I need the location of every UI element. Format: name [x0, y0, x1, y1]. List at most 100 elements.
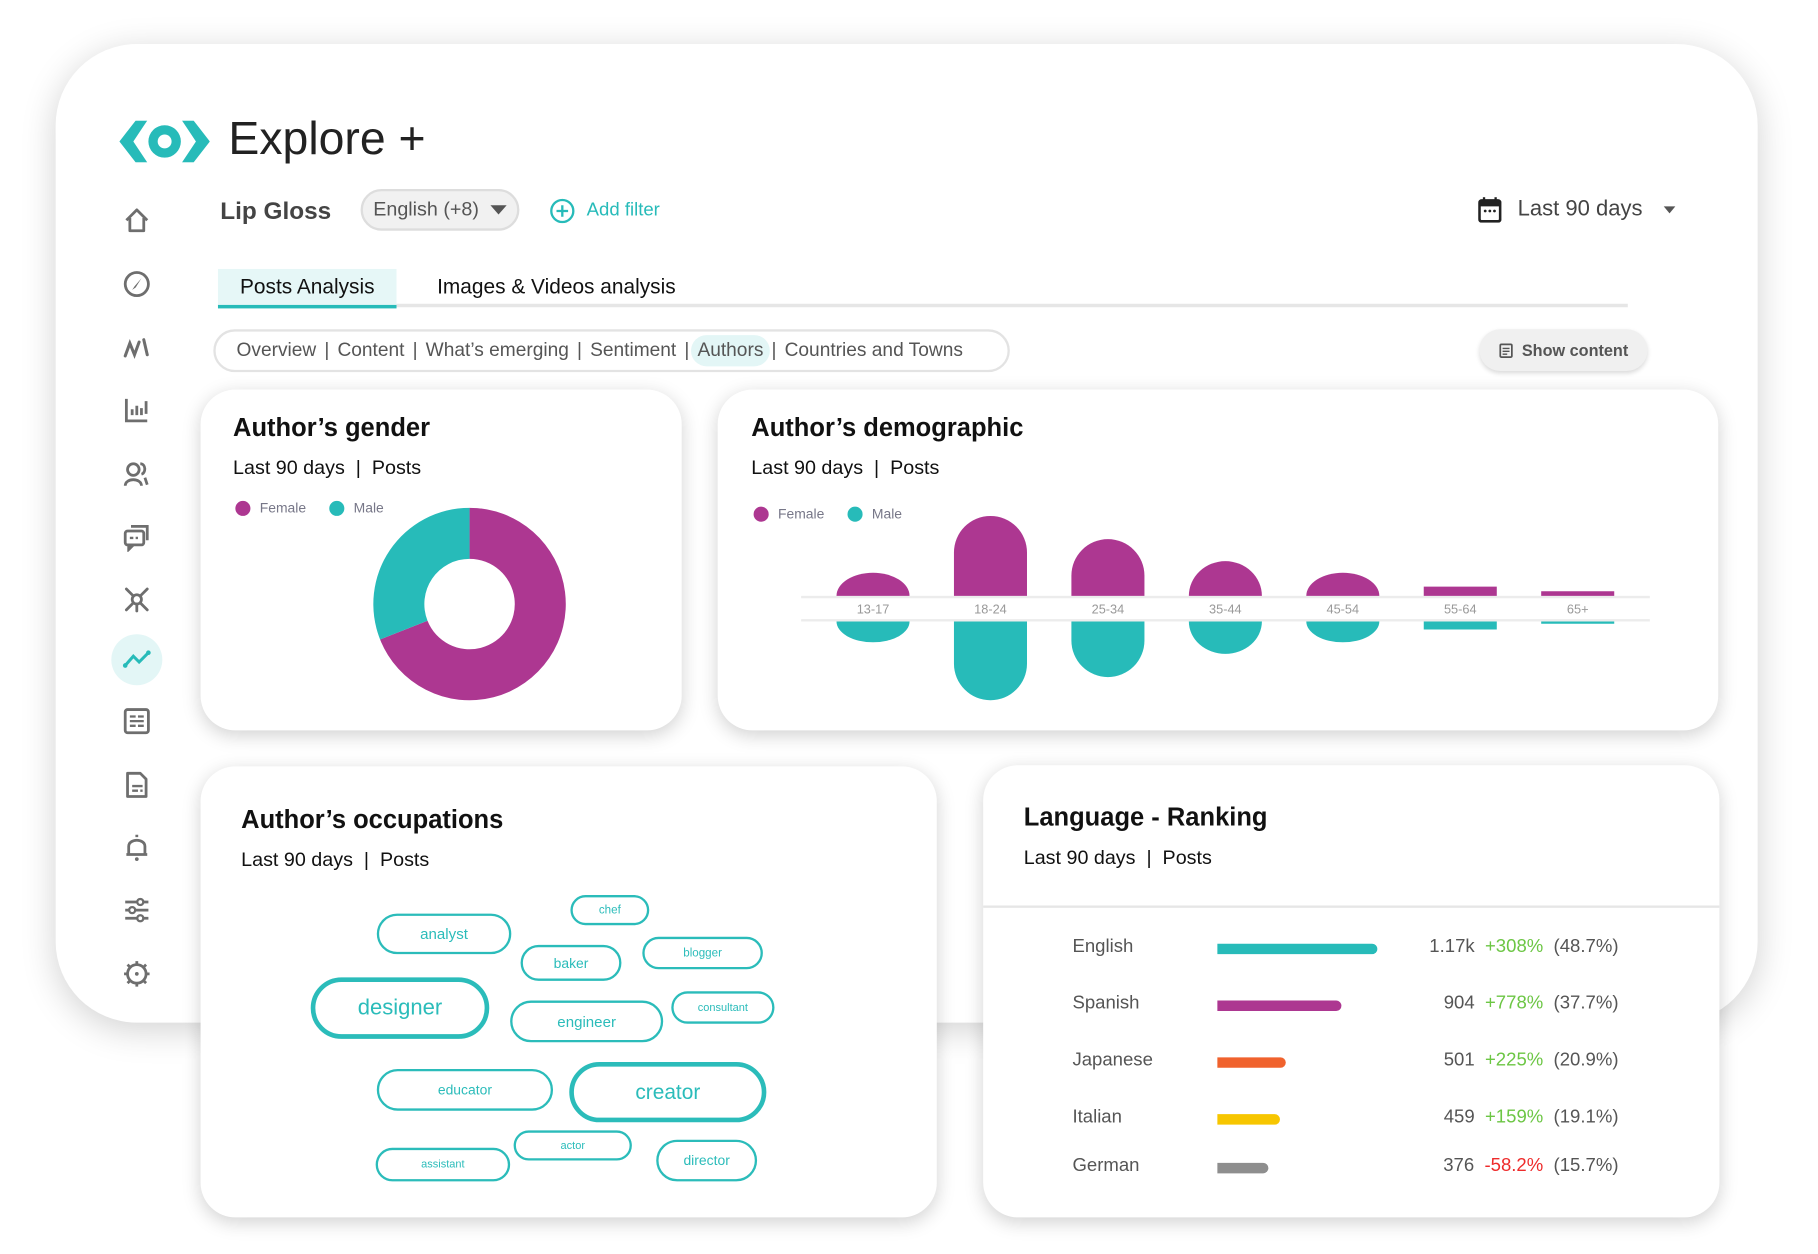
keyword-label: Lip Gloss — [220, 198, 332, 225]
bar-chart-icon — [124, 398, 148, 423]
report-icon — [123, 708, 150, 735]
nav-separator: | — [577, 339, 582, 361]
bar-female-25-34 — [1071, 539, 1145, 596]
sidebar-item-compass[interactable] — [111, 259, 162, 310]
bar-male-13-17 — [836, 621, 910, 643]
language-share-bar — [1217, 943, 1378, 955]
tag-analyst[interactable]: analyst — [376, 913, 512, 955]
tag-director[interactable]: director — [656, 1139, 758, 1182]
add-filter-button[interactable]: Add filter — [550, 198, 660, 224]
nav-overview[interactable]: Overview — [236, 339, 317, 361]
date-range-value: Last 90 days — [1517, 197, 1643, 222]
language-stats: 904 +778% (37.7%) — [1444, 994, 1619, 1015]
show-content-label: Show content — [1521, 340, 1629, 360]
demographic-legend: Female Male — [753, 505, 903, 522]
sidebar-item-document[interactable] — [111, 759, 162, 810]
language-name: Spanish — [1072, 993, 1140, 1014]
post-count: 376 — [1443, 1155, 1475, 1176]
x-tick-label: 18-24 — [974, 601, 1007, 616]
bell-icon — [126, 834, 148, 861]
change-percent: -58.2% — [1484, 1155, 1544, 1176]
language-stats: 501 +225% (20.9%) — [1444, 1050, 1619, 1071]
sliders-icon — [125, 897, 149, 923]
nav-authors[interactable]: Authors — [690, 335, 771, 367]
bar-male-35-44 — [1188, 621, 1262, 654]
card-subtitle: Last 90 days | Posts — [233, 456, 422, 479]
sidebar-item-home[interactable] — [111, 195, 162, 246]
donut-slice-male — [373, 507, 470, 640]
legend-female: Female — [777, 505, 825, 522]
tag-blogger[interactable]: blogger — [642, 936, 763, 970]
bar-female-45-54 — [1306, 572, 1380, 596]
tag-creator[interactable]: creator — [569, 1062, 767, 1123]
language-ranking-card — [983, 765, 1720, 1218]
sidebar-item-users[interactable] — [111, 449, 162, 500]
card-divider — [983, 905, 1720, 908]
chat-icon — [123, 524, 149, 552]
x-tick-label: 65+ — [1567, 601, 1589, 616]
sidebar-item-pulse[interactable] — [111, 322, 162, 373]
legend-male: Male — [871, 505, 903, 522]
x-tick-label: 13-17 — [857, 601, 890, 616]
language-share-bar — [1217, 1000, 1342, 1011]
change-percent: +308% — [1484, 936, 1544, 957]
page-title: Explore + — [228, 113, 426, 165]
caret-down-icon — [1663, 206, 1676, 214]
sidebar-item-network[interactable] — [111, 574, 162, 625]
tag-designer[interactable]: designer — [310, 977, 490, 1039]
sidebar-item-chat[interactable] — [111, 511, 162, 562]
post-count: 1.17k — [1429, 936, 1475, 957]
nav-countries-and-towns[interactable]: Countries and Towns — [784, 339, 963, 361]
nav-sentiment[interactable]: Sentiment — [590, 339, 677, 361]
tab-images-videos-analysis[interactable]: Images & Videos analysis — [437, 274, 676, 298]
sidebar-item-settings[interactable] — [111, 948, 162, 999]
eye-logo — [119, 120, 210, 163]
language-stats: 376 -58.2% (15.7%) — [1443, 1156, 1618, 1177]
sidebar-item-sliders[interactable] — [111, 885, 162, 936]
share-percent: (20.9%) — [1553, 1050, 1619, 1071]
add-filter-label: Add filter — [586, 200, 660, 221]
sidebar-item-bar-chart[interactable] — [111, 385, 162, 436]
gender-donut-chart — [373, 507, 566, 701]
tag-consultant[interactable]: consultant — [671, 991, 775, 1024]
language-dropdown-value: English (+8) — [373, 198, 479, 221]
sidebar-item-report[interactable] — [111, 696, 162, 747]
x-tick-label: 25-34 — [1092, 601, 1125, 616]
sidebar-item-bell[interactable] — [111, 822, 162, 873]
bar-female-65+ — [1541, 591, 1615, 596]
tag-assistant[interactable]: assistant — [375, 1147, 511, 1182]
tag-educator[interactable]: educator — [376, 1068, 554, 1111]
tag-actor[interactable]: actor — [513, 1130, 632, 1161]
nav-content[interactable]: Content — [337, 339, 405, 361]
tag-engineer[interactable]: engineer — [510, 1000, 664, 1043]
period-label: Last 90 days — [241, 848, 353, 871]
language-dropdown[interactable]: English (+8) — [360, 188, 520, 231]
date-range-dropdown[interactable]: Last 90 days — [1478, 197, 1676, 223]
language-name: Italian — [1072, 1107, 1122, 1127]
authors-demographic-card — [717, 389, 1719, 731]
post-count: 904 — [1443, 993, 1475, 1014]
language-name: English — [1072, 936, 1134, 957]
nav-what-s-emerging[interactable]: What’s emerging — [425, 339, 569, 361]
tag-chef[interactable]: chef — [570, 895, 650, 926]
language-stats: 459 +159% (19.1%) — [1444, 1107, 1619, 1128]
tab-posts-analysis[interactable]: Posts Analysis — [217, 268, 397, 309]
language-share-bar — [1217, 1162, 1269, 1174]
nav-separator: | — [771, 339, 777, 361]
sidebar-item-trend[interactable] — [111, 634, 163, 686]
bar-female-35-44 — [1188, 561, 1262, 596]
calendar-icon — [1478, 197, 1502, 223]
chevron-down-icon — [490, 205, 507, 215]
nav-separator: | — [412, 339, 418, 361]
post-count: 459 — [1443, 1107, 1475, 1127]
metric-label: Posts — [1162, 846, 1212, 869]
plus-circle-icon — [550, 198, 575, 224]
bar-male-25-34 — [1071, 621, 1145, 678]
period-label: Last 90 days — [1023, 846, 1136, 869]
bar-male-45-54 — [1306, 621, 1380, 643]
show-content-button[interactable]: Show content — [1479, 329, 1648, 372]
change-percent: +225% — [1484, 1050, 1544, 1071]
metric-label: Posts — [371, 456, 422, 479]
trend-icon — [122, 650, 151, 668]
tag-baker[interactable]: baker — [520, 944, 622, 981]
